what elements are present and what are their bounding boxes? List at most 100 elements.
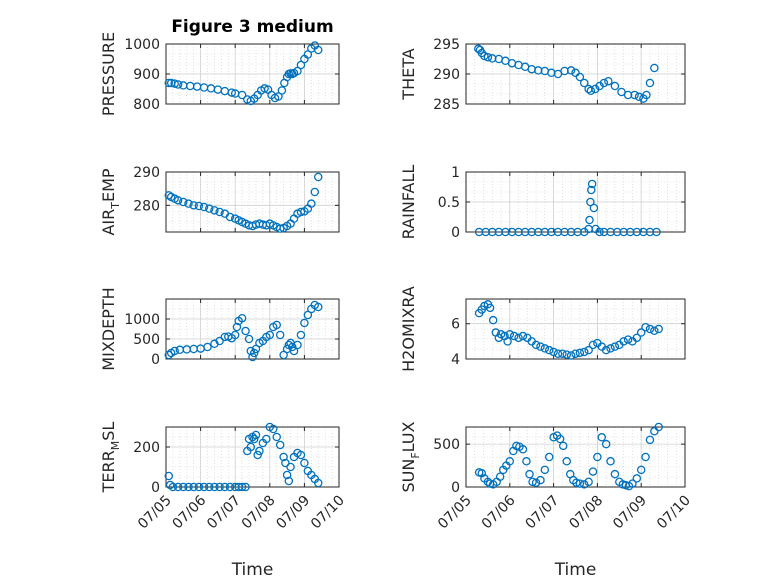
x-axis-label: Time xyxy=(554,560,597,580)
data-point xyxy=(650,326,659,336)
data-point xyxy=(241,326,250,336)
chart-title: Figure 3 medium xyxy=(171,17,333,37)
data-point xyxy=(562,457,571,466)
subplot-air_temp: 280 290 AIRTEMP xyxy=(99,165,340,236)
y-tick-label: 0 xyxy=(451,480,460,496)
data-point xyxy=(189,201,198,210)
data-point xyxy=(628,479,637,488)
data-point xyxy=(255,446,264,456)
data-point xyxy=(173,80,183,89)
data-point xyxy=(601,345,611,355)
data-point xyxy=(587,179,597,189)
data-point xyxy=(313,45,323,55)
data-point xyxy=(595,227,604,237)
data-point xyxy=(275,224,285,233)
data-point xyxy=(645,324,655,334)
data-point xyxy=(642,90,651,100)
data-point xyxy=(549,347,558,357)
data-point xyxy=(275,440,285,450)
y-tick-label: 0 xyxy=(451,225,460,241)
data-point xyxy=(220,482,230,492)
data-point xyxy=(296,207,306,217)
data-point xyxy=(580,480,589,489)
data-point xyxy=(588,467,598,476)
data-point xyxy=(272,432,281,442)
x-tick-label: 07/07 xyxy=(523,493,563,533)
data-point xyxy=(571,349,580,358)
data-point xyxy=(307,199,316,208)
data-point xyxy=(522,457,531,466)
data-point xyxy=(505,330,515,339)
data-point xyxy=(544,452,554,462)
data-point xyxy=(173,482,183,492)
data-point xyxy=(204,204,214,213)
y-tick-label: 500 xyxy=(433,437,460,453)
y-tick-label: 200 xyxy=(133,440,160,456)
y-tick-label: 1000 xyxy=(124,312,160,328)
data-point xyxy=(286,462,295,472)
axes-border xyxy=(165,171,340,233)
data-point xyxy=(531,478,541,487)
data-point xyxy=(275,330,285,340)
data-point xyxy=(514,333,523,343)
subplot-pressure: 800 900 1000 PRESSURE Figure 3 medium xyxy=(99,17,340,116)
axes-border xyxy=(465,426,686,488)
data-point xyxy=(313,478,323,488)
data-point xyxy=(189,482,198,492)
data-point xyxy=(179,197,188,207)
data-point xyxy=(164,471,174,481)
data-point xyxy=(296,330,306,340)
x-tick-label: 07/09 xyxy=(610,493,650,533)
x-tick-label: 07/09 xyxy=(273,493,313,533)
data-point xyxy=(232,322,242,332)
data-point xyxy=(230,330,240,340)
data-point xyxy=(241,482,250,492)
data-point xyxy=(210,482,219,492)
data-point xyxy=(203,342,212,352)
y-axis-label: PRESSURE xyxy=(99,32,118,116)
data-point xyxy=(237,482,247,492)
data-point xyxy=(483,52,493,62)
data-point xyxy=(518,445,528,454)
x-tick-label: 07/08 xyxy=(239,493,279,533)
series-points xyxy=(474,179,661,237)
y-tick-label: 1000 xyxy=(124,37,160,53)
data-point xyxy=(654,422,663,432)
data-point xyxy=(597,433,607,442)
data-point xyxy=(179,482,188,492)
y-axis-label: H2OMIXRA xyxy=(399,286,418,372)
data-point xyxy=(485,303,495,313)
y-tick-label: 800 xyxy=(133,97,160,113)
y-tick-label: 0.5 xyxy=(438,195,460,211)
data-point xyxy=(536,475,545,485)
data-point xyxy=(282,470,292,480)
data-point xyxy=(237,313,247,323)
data-point xyxy=(272,320,281,330)
data-point xyxy=(623,335,633,344)
data-point xyxy=(540,465,550,475)
y-tick-label: 285 xyxy=(433,97,460,113)
grid xyxy=(465,299,686,360)
x-tick-label: 07/10 xyxy=(654,493,694,533)
data-point xyxy=(584,477,593,487)
data-point xyxy=(558,441,568,451)
data-point xyxy=(652,227,661,237)
x-tick-label: 07/05 xyxy=(135,493,175,533)
data-point xyxy=(281,458,290,468)
subplot-rainfall: 0 0.5 1 RAINFALL xyxy=(399,165,686,241)
data-point xyxy=(313,302,323,312)
data-point xyxy=(593,452,602,462)
y-axis-label: THETA xyxy=(399,48,418,100)
series-points xyxy=(164,422,323,492)
data-point xyxy=(585,215,594,225)
data-point xyxy=(237,90,247,100)
data-point xyxy=(225,212,235,222)
data-point xyxy=(173,196,183,205)
y-tick-label: 0 xyxy=(151,352,160,368)
subplot-sun_flux: 0 500 07/05 07/06 07/07 07/08 07/09 07/10 SUNFLU… xyxy=(399,421,694,580)
data-point xyxy=(606,457,615,466)
data-point xyxy=(262,434,271,444)
data-point xyxy=(610,342,620,351)
y-axis-label: RAINFALL xyxy=(399,165,418,240)
